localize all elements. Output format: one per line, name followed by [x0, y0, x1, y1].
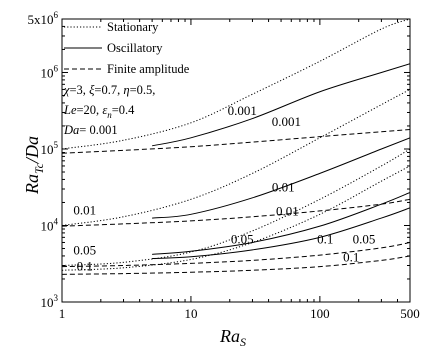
- legend-label-stationary: Stationary: [107, 20, 159, 34]
- curve-label: 0.001: [228, 103, 257, 118]
- y-tick-label: 105: [41, 140, 59, 157]
- y-tick-label: 106: [41, 63, 59, 80]
- x-tick-label: 100: [310, 306, 330, 321]
- x-tick-label: 10: [184, 306, 197, 321]
- x-tick-label: 1: [59, 306, 66, 321]
- curve-label: 0.05: [73, 242, 96, 257]
- parameter-line-1: χ=3, ξ=0.7, η=0.5,: [63, 83, 155, 97]
- parameter-block: χ=3, ξ=0.7, η=0.5, Le=20, εn=0.4 Da= 0.0…: [63, 83, 155, 137]
- x-axis-label: RaS: [219, 326, 246, 349]
- series-oscillatory-0-1: [152, 207, 410, 260]
- parameter-line-2: Le=20, εn=0.4: [63, 103, 135, 120]
- curve-label: 0.01: [276, 204, 299, 219]
- series-stationary-0-01: [62, 89, 410, 226]
- series-finite-0-001: [62, 128, 410, 154]
- legend-label-oscillatory: Oscillatory: [107, 41, 163, 55]
- y-tick-label: 5x106: [28, 10, 59, 27]
- curve-label: 0.05: [353, 232, 376, 247]
- curve-label: 0.1: [77, 258, 93, 273]
- y-tick-label: 104: [41, 216, 59, 233]
- series-stationary-0-1: [62, 165, 410, 271]
- curve-label: 0.01: [73, 202, 96, 217]
- series-finite-0-05: [62, 241, 410, 268]
- series-oscillatory-0-01: [152, 137, 410, 219]
- series-oscillatory-0-05: [152, 192, 410, 255]
- series-stationary-0-05: [62, 148, 410, 266]
- series-oscillatory-0-001: [152, 63, 410, 147]
- legend-label-finite: Finite amplitude: [107, 62, 190, 76]
- curve-label: 0.01: [272, 179, 295, 194]
- series-layer: [62, 19, 410, 275]
- x-tick-label: 500: [400, 306, 420, 321]
- parameter-line-3: Da= 0.001: [63, 123, 118, 137]
- curve-label: 0.1: [343, 249, 359, 264]
- curve-label: 0.05: [231, 232, 254, 247]
- curve-label: 0.001: [272, 114, 301, 129]
- legend: Stationary Oscillatory Finite amplitude: [64, 20, 190, 76]
- tick-layer: 1 10 100 500 103 104 105 106 5x106: [28, 10, 420, 321]
- y-tick-label: 103: [41, 293, 59, 310]
- curve-label: 0.1: [317, 232, 333, 247]
